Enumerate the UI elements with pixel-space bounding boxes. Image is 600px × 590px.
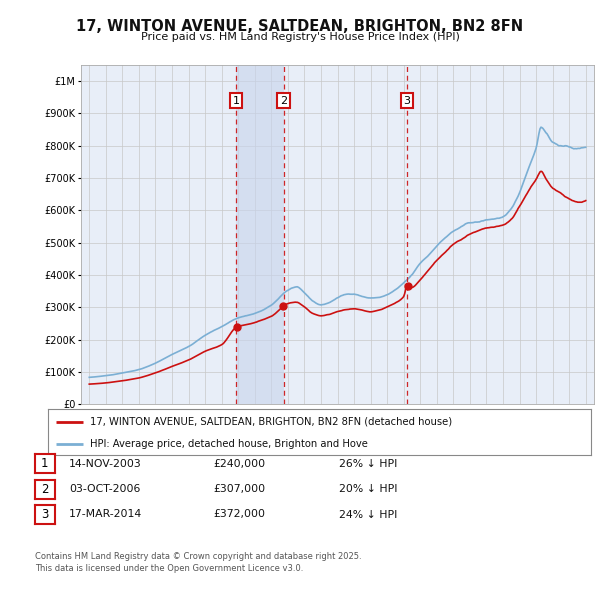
Text: 17, WINTON AVENUE, SALTDEAN, BRIGHTON, BN2 8FN (detached house): 17, WINTON AVENUE, SALTDEAN, BRIGHTON, B…	[91, 417, 452, 427]
Text: Price paid vs. HM Land Registry's House Price Index (HPI): Price paid vs. HM Land Registry's House …	[140, 32, 460, 42]
Text: HPI: Average price, detached house, Brighton and Hove: HPI: Average price, detached house, Brig…	[91, 440, 368, 450]
Text: £240,000: £240,000	[213, 459, 265, 468]
Text: 03-OCT-2006: 03-OCT-2006	[69, 484, 140, 494]
Text: 24% ↓ HPI: 24% ↓ HPI	[339, 510, 397, 519]
Text: 17-MAR-2014: 17-MAR-2014	[69, 510, 142, 519]
Text: 20% ↓ HPI: 20% ↓ HPI	[339, 484, 397, 494]
Text: 3: 3	[404, 96, 410, 106]
Bar	[236, 65, 284, 404]
Text: 26% ↓ HPI: 26% ↓ HPI	[339, 459, 397, 468]
Text: 2: 2	[280, 96, 287, 106]
Text: £307,000: £307,000	[213, 484, 265, 494]
Text: £372,000: £372,000	[213, 510, 265, 519]
Text: 1: 1	[41, 457, 49, 470]
Text: 3: 3	[41, 508, 49, 521]
Text: 1: 1	[233, 96, 239, 106]
Text: 2: 2	[41, 483, 49, 496]
Text: 14-NOV-2003: 14-NOV-2003	[69, 459, 142, 468]
Text: 17, WINTON AVENUE, SALTDEAN, BRIGHTON, BN2 8FN: 17, WINTON AVENUE, SALTDEAN, BRIGHTON, B…	[76, 19, 524, 34]
Text: Contains HM Land Registry data © Crown copyright and database right 2025.
This d: Contains HM Land Registry data © Crown c…	[35, 552, 361, 573]
